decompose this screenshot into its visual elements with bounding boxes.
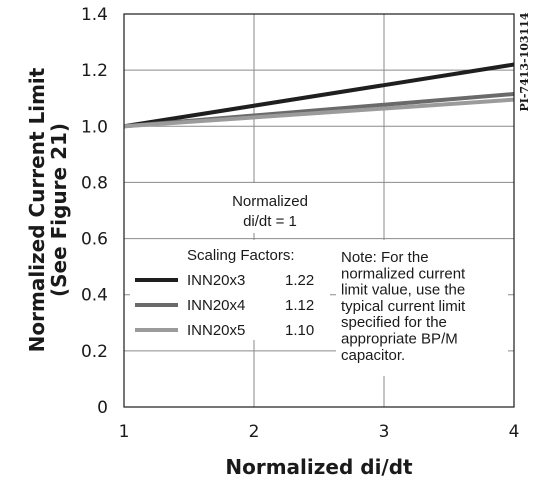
x-tick-labels: 1 2 3 4: [119, 422, 520, 442]
note-line: capacitor.: [341, 347, 405, 364]
normalized-note-bg: [207, 183, 335, 233]
y-tick-label: 0.6: [81, 230, 108, 250]
normalized-note-line-1: Normalized: [232, 193, 308, 210]
x-tick-label: 4: [509, 422, 520, 442]
y-axis-title-line-1: Normalized Current Limit: [25, 67, 49, 352]
legend-bg: [130, 240, 330, 340]
legend-title: Scaling Factors:: [187, 247, 295, 264]
note-line: specified for the: [341, 314, 447, 331]
y-tick-label: 0: [97, 398, 108, 418]
plot-frame: [123, 13, 515, 408]
y-tick-label: 0.4: [81, 286, 108, 306]
legend-series-name: INN20x3: [187, 272, 245, 289]
y-tick-label: 1.2: [81, 61, 108, 81]
normalized-note-line-2: di/dt = 1: [243, 213, 297, 230]
part-code-label: PI-7413-103114: [518, 12, 531, 111]
series-line-inn20x5: [123, 97, 515, 129]
series-lines: [123, 62, 515, 129]
y-tick-labels: 0 0.2 0.4 0.6 0.8 1.0 1.2 1.4: [81, 5, 108, 418]
y-tick-label: 1.4: [81, 5, 108, 25]
series-line-inn20x3: [123, 62, 515, 129]
x-tick-label: 2: [249, 422, 260, 442]
legend-series-name: INN20x4: [187, 297, 245, 314]
note-line: appropriate BP/M: [341, 331, 458, 348]
y-tick-label: 1.0: [81, 117, 108, 137]
note-line: Note: For the: [341, 249, 429, 266]
note-bg: [336, 240, 508, 376]
legend-scaling-factor: 1.12: [285, 297, 314, 314]
note-line: normalized current: [341, 265, 466, 282]
legend: INN20x3 1.22 INN20x4 1.12 INN20x5 1.10: [135, 272, 314, 339]
note-line: typical current limit: [341, 298, 466, 315]
legend-scaling-factor: 1.22: [285, 272, 314, 289]
x-tick-label: 3: [379, 422, 390, 442]
legend-series-name: INN20x5: [187, 322, 245, 339]
x-tick-label: 1: [119, 422, 130, 442]
y-axis-title-line-2: (See Figure 21): [47, 123, 71, 297]
y-tick-label: 0.2: [81, 342, 108, 362]
y-tick-label: 0.8: [81, 173, 108, 193]
note-line: limit value, use the: [341, 282, 465, 299]
x-axis-title: Normalized di/dt: [225, 455, 413, 479]
legend-scaling-factor: 1.10: [285, 322, 314, 339]
y-axis-title: Normalized Current Limit (See Figure 21): [25, 67, 71, 352]
